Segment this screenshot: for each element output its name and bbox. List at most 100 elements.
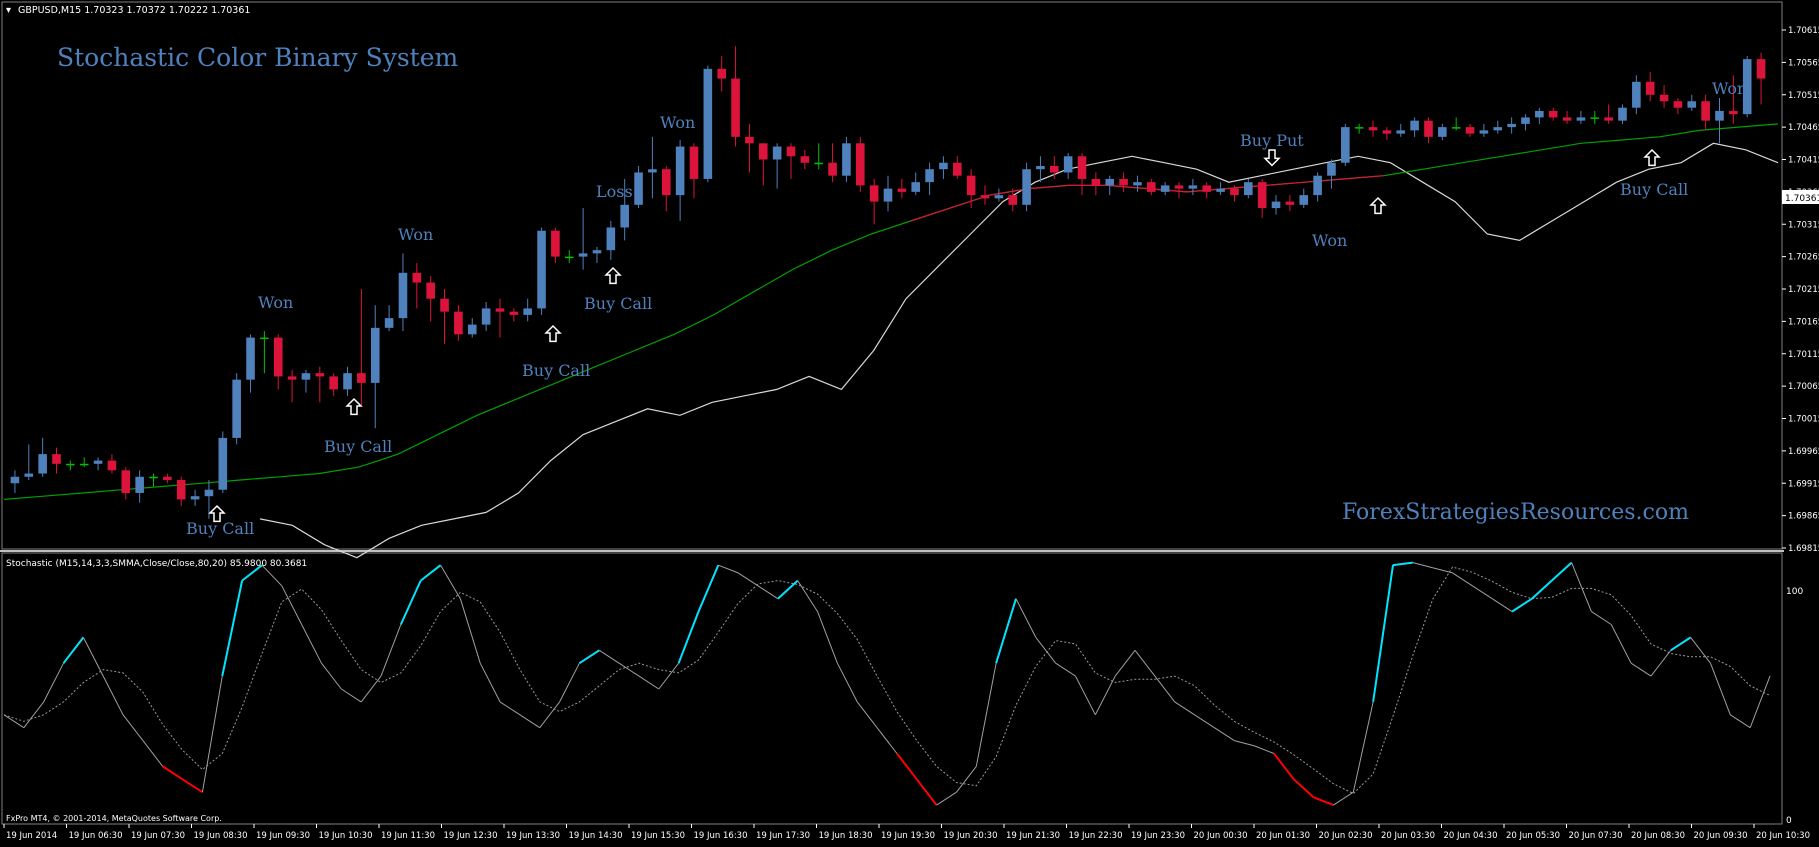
candle[interactable] — [246, 334, 255, 393]
candle[interactable] — [1327, 159, 1336, 189]
candle[interactable] — [1590, 110, 1600, 124]
candle[interactable] — [883, 175, 893, 212]
candle[interactable] — [93, 457, 103, 471]
candle[interactable] — [1438, 123, 1447, 141]
candle[interactable] — [260, 331, 269, 374]
candle[interactable] — [121, 467, 131, 500]
candle[interactable] — [828, 143, 837, 183]
candle[interactable] — [1493, 120, 1503, 134]
candle[interactable] — [911, 172, 921, 196]
candle[interactable] — [454, 305, 463, 341]
candle[interactable] — [1022, 162, 1031, 212]
candle[interactable] — [537, 227, 546, 315]
candle[interactable] — [1645, 72, 1655, 102]
candle[interactable] — [717, 55, 726, 92]
candle[interactable] — [315, 366, 325, 403]
candle[interactable] — [661, 165, 671, 212]
candle[interactable] — [1077, 153, 1087, 196]
candle[interactable] — [772, 143, 782, 189]
candle[interactable] — [1701, 94, 1710, 131]
candle[interactable] — [1396, 123, 1406, 137]
candle[interactable] — [273, 334, 283, 390]
candle[interactable] — [1050, 156, 1059, 179]
candle[interactable] — [578, 208, 588, 270]
candle[interactable] — [620, 178, 629, 241]
candle[interactable] — [38, 437, 47, 477]
candle[interactable] — [1216, 182, 1225, 196]
candle[interactable] — [204, 480, 214, 519]
candle[interactable] — [634, 165, 643, 209]
candle[interactable] — [218, 431, 228, 493]
candle[interactable] — [370, 305, 380, 429]
candle[interactable] — [551, 227, 560, 264]
candle[interactable] — [1368, 120, 1378, 137]
candle[interactable] — [107, 454, 117, 474]
candle[interactable] — [966, 169, 976, 209]
candle[interactable] — [10, 470, 20, 493]
candle[interactable] — [745, 123, 754, 173]
candle[interactable] — [343, 366, 352, 396]
candle[interactable] — [1687, 94, 1697, 111]
candle[interactable] — [1632, 75, 1641, 115]
candle[interactable] — [1742, 55, 1752, 118]
candle[interactable] — [1147, 178, 1156, 196]
candle[interactable] — [481, 301, 491, 332]
candle[interactable] — [1673, 97, 1683, 115]
candle[interactable] — [1618, 104, 1627, 124]
candle[interactable] — [398, 253, 408, 332]
candle[interactable] — [703, 65, 713, 183]
candle[interactable] — [357, 289, 366, 406]
candle[interactable] — [1756, 52, 1766, 105]
candle[interactable] — [1465, 123, 1475, 137]
candle[interactable] — [731, 46, 740, 147]
candle[interactable] — [24, 444, 34, 481]
candle[interactable] — [190, 489, 200, 506]
candle[interactable] — [440, 289, 449, 345]
candle[interactable] — [1562, 110, 1572, 124]
candle[interactable] — [1244, 178, 1253, 199]
candle[interactable] — [1479, 123, 1489, 137]
candle[interactable] — [149, 473, 158, 487]
candle[interactable] — [1341, 123, 1350, 166]
candle[interactable] — [384, 305, 394, 332]
candle[interactable] — [1105, 175, 1115, 196]
candle[interactable] — [1063, 153, 1073, 179]
candle[interactable] — [176, 476, 186, 506]
candle[interactable] — [606, 221, 616, 260]
candle[interactable] — [1160, 182, 1170, 196]
candle[interactable] — [135, 470, 144, 503]
candle[interactable] — [163, 473, 172, 484]
candle[interactable] — [1174, 182, 1184, 199]
candle[interactable] — [1715, 97, 1724, 144]
candle[interactable] — [1521, 114, 1530, 131]
candle[interactable] — [869, 178, 879, 225]
candle[interactable] — [564, 250, 574, 264]
candle[interactable] — [1451, 117, 1461, 131]
candle[interactable] — [1729, 75, 1738, 124]
candle[interactable] — [1133, 175, 1142, 192]
candle[interactable] — [467, 318, 477, 338]
candle[interactable] — [1257, 178, 1267, 218]
candle[interactable] — [412, 263, 422, 309]
candle[interactable] — [79, 457, 89, 468]
candle[interactable] — [1507, 117, 1516, 134]
candle[interactable] — [1535, 107, 1544, 124]
candle[interactable] — [1008, 188, 1018, 212]
candle[interactable] — [1299, 188, 1309, 209]
candle[interactable] — [1354, 123, 1364, 134]
candle[interactable] — [758, 143, 768, 186]
candle[interactable] — [1548, 107, 1558, 121]
candle[interactable] — [52, 447, 61, 474]
candle[interactable] — [800, 149, 810, 170]
candle[interactable] — [1271, 195, 1281, 215]
candle[interactable] — [1382, 127, 1392, 141]
candle[interactable] — [1230, 185, 1239, 202]
candle[interactable] — [814, 143, 824, 170]
candle[interactable] — [925, 162, 934, 196]
candle[interactable] — [1119, 172, 1128, 192]
candle[interactable] — [329, 373, 338, 396]
candle[interactable] — [939, 156, 948, 179]
candle[interactable] — [675, 140, 685, 222]
candle[interactable] — [648, 136, 657, 199]
